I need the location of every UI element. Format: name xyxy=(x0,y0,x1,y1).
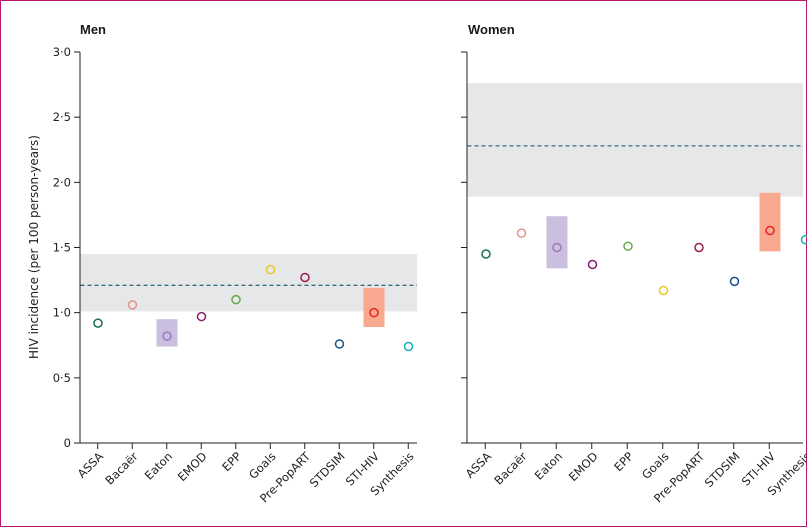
category-label: Eaton xyxy=(532,449,565,482)
y-axis-label: HIV incidence (per 100 person-years) xyxy=(27,135,41,359)
y-tick-label: 2·5 xyxy=(53,110,71,124)
data-point xyxy=(552,242,562,253)
data-point xyxy=(765,225,775,236)
category-label: EPP xyxy=(219,449,244,474)
data-point xyxy=(369,307,379,318)
data-point xyxy=(587,259,598,270)
category-label: STDSIM xyxy=(307,449,348,490)
category-label: STDSIM xyxy=(702,449,743,490)
data-point xyxy=(516,228,527,238)
y-tick-label: 0·5 xyxy=(53,371,71,385)
category-label: EPP xyxy=(611,449,636,474)
y-tick-label: 2·0 xyxy=(53,175,71,189)
data-point xyxy=(162,331,172,341)
panel-title-women: Women xyxy=(468,22,515,37)
category-label: EMOD xyxy=(175,449,210,484)
data-point xyxy=(334,339,345,349)
data-point xyxy=(481,249,491,259)
y-tick-label: 1·5 xyxy=(53,241,71,255)
data-point xyxy=(729,276,740,287)
category-label: Eaton xyxy=(142,449,175,482)
data-point xyxy=(623,241,633,251)
range-box xyxy=(759,192,781,252)
data-point xyxy=(265,264,276,275)
data-point xyxy=(658,285,669,296)
data-point xyxy=(300,272,310,283)
range-box xyxy=(363,287,385,328)
uncertainty-band xyxy=(80,254,417,312)
category-label: ASSA xyxy=(75,449,107,481)
category-label: Goals xyxy=(639,449,672,482)
uncertainty-band xyxy=(467,83,803,197)
data-point xyxy=(231,294,241,305)
data-point xyxy=(694,242,704,253)
data-point xyxy=(196,311,207,322)
data-point xyxy=(403,341,414,352)
category-label: ASSA xyxy=(463,449,495,481)
data-point xyxy=(800,234,807,245)
y-tick-label: 1·0 xyxy=(53,306,71,320)
data-point xyxy=(127,300,138,310)
category-label: Goals xyxy=(246,449,279,482)
category-label: Bacaër xyxy=(491,449,529,487)
category-label: EMOD xyxy=(566,449,601,484)
panel-title-men: Men xyxy=(80,22,106,37)
y-tick-label: 0 xyxy=(64,436,71,450)
data-point xyxy=(93,318,103,328)
range-box xyxy=(546,216,568,269)
y-tick-label: 3·0 xyxy=(53,45,71,59)
category-label: Bacaër xyxy=(102,449,140,487)
